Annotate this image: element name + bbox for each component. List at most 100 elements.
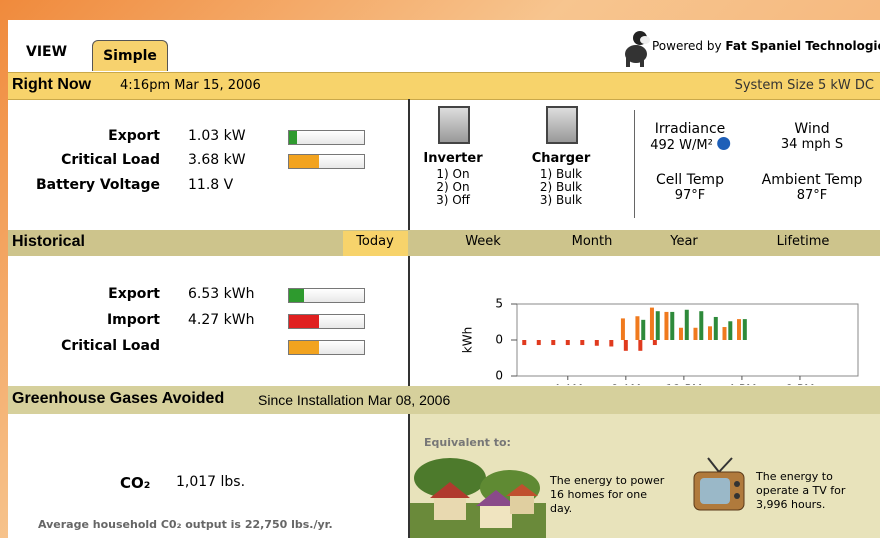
bar: [566, 340, 570, 345]
time-tab[interactable]: Week: [465, 234, 501, 249]
weather-label: Wind: [794, 121, 829, 137]
bar: [737, 319, 741, 340]
meter: [288, 154, 365, 169]
device-state: 1) Bulk: [540, 167, 582, 181]
meter: [288, 130, 365, 145]
co2-label: CO₂: [120, 474, 150, 492]
x-tick-label: 8 AM: [611, 383, 641, 386]
weather-value: 97°F: [675, 188, 706, 203]
device-label: Charger: [532, 151, 591, 166]
dashboard: VIEW Simple Powered by Fat Spaniel Techn…: [8, 20, 880, 538]
bar: [708, 326, 712, 340]
weather-value: 34 mph S: [781, 137, 843, 152]
row-label: Import: [107, 312, 160, 328]
device-state: 2) On: [436, 180, 469, 194]
row-value: 4.27 kWh: [188, 312, 254, 328]
time-tab[interactable]: Today: [356, 234, 394, 249]
meter-fill: [289, 315, 319, 328]
bar: [635, 316, 639, 340]
system-size: System Size 5 kW DC: [735, 78, 874, 93]
time-tab[interactable]: Year: [670, 234, 698, 249]
bar: [670, 312, 674, 340]
section-title: Historical: [12, 233, 85, 251]
row-label: Export: [108, 128, 160, 144]
household-note: Average household C0₂ output is 22,750 l…: [38, 518, 333, 531]
device-state: 3) Off: [436, 193, 470, 207]
right-now-bar: Right Now 4:16pm Mar 15, 2006 System Siz…: [8, 72, 880, 100]
bar: [624, 340, 628, 351]
section-title: Greenhouse Gases Avoided: [12, 390, 224, 408]
row-label: Battery Voltage: [36, 177, 160, 193]
meter-fill: [289, 289, 304, 302]
bar: [609, 340, 613, 346]
y-axis-label: kWh: [461, 327, 475, 353]
co2-value: 1,017 lbs.: [176, 474, 245, 490]
row-value: 3.68 kW: [188, 152, 246, 168]
page: VIEW Simple Powered by Fat Spaniel Techn…: [0, 0, 880, 538]
bar: [551, 340, 555, 345]
meter: [288, 314, 365, 329]
bar: [537, 340, 541, 345]
row-label: Export: [108, 286, 160, 302]
simple-tab[interactable]: Simple: [92, 40, 168, 71]
row-label: Critical Load: [61, 152, 160, 168]
dog-logo: [618, 28, 652, 68]
x-tick-label: 4 AM: [553, 383, 583, 386]
bar: [723, 327, 727, 340]
device-state: 2) Bulk: [540, 180, 582, 194]
time-tab[interactable]: Lifetime: [777, 234, 830, 249]
row-value: 6.53 kWh: [188, 286, 254, 302]
bar: [743, 319, 747, 340]
row-value: 1.03 kW: [188, 128, 246, 144]
device-state: 3) Bulk: [540, 193, 582, 207]
device-label: Inverter: [423, 151, 482, 166]
x-tick-label: 12 PM: [666, 383, 703, 386]
bar: [641, 320, 645, 340]
houses-illustration: [410, 448, 546, 538]
bar: [699, 311, 703, 340]
row-label: Critical Load: [61, 338, 160, 354]
view-label: VIEW: [26, 44, 67, 60]
meter-fill: [289, 341, 319, 354]
y2-tick-label: 0: [495, 369, 503, 383]
x-tick-label: 4 PM: [727, 383, 756, 386]
bar: [653, 340, 657, 345]
chart: kWh 0504 AM8 AM12 PM4 PM8 PM: [410, 257, 880, 385]
x-tick-label: 8 PM: [785, 383, 814, 386]
tv-equivalent: The energy to operate a TV for 3,996 hou…: [756, 470, 876, 512]
weather-value: 492 W/M²: [650, 137, 730, 153]
info-icon[interactable]: [717, 137, 730, 150]
bar: [664, 312, 668, 340]
bar: [656, 311, 660, 340]
device-state: 1) On: [436, 167, 469, 181]
section-subtitle: Since Installation Mar 08, 2006: [258, 392, 450, 408]
bar: [580, 340, 584, 345]
bar: [714, 317, 718, 340]
bar: [728, 321, 732, 340]
powered-by: Powered by Fat Spaniel Technologie: [652, 39, 880, 53]
weather-label: Cell Temp: [656, 172, 724, 188]
y-tick-label: 5: [495, 297, 503, 311]
bar: [685, 310, 689, 340]
company-name: Fat Spaniel Technologie: [725, 39, 880, 53]
timestamp: 4:16pm Mar 15, 2006: [120, 78, 261, 93]
weather-value: 87°F: [797, 188, 828, 203]
meter-fill: [289, 131, 297, 144]
separator: [634, 110, 635, 218]
time-tab[interactable]: Month: [572, 234, 613, 249]
homes-equivalent: The energy to power 16 homes for one day…: [550, 474, 670, 516]
meter-fill: [289, 155, 319, 168]
meter: [288, 340, 365, 355]
bar: [693, 328, 697, 340]
tv-icon: [688, 454, 750, 524]
row-value: 11.8 V: [188, 177, 233, 193]
meter: [288, 288, 365, 303]
greenhouse-bar: Greenhouse Gases Avoided Since Installat…: [8, 386, 880, 414]
bar: [522, 340, 526, 345]
device-icon: [546, 106, 578, 144]
bar: [679, 328, 683, 340]
powered-text: Powered by: [652, 39, 722, 53]
bar: [638, 340, 642, 351]
section-title: Right Now: [12, 76, 91, 94]
weather-label: Ambient Temp: [762, 172, 863, 188]
